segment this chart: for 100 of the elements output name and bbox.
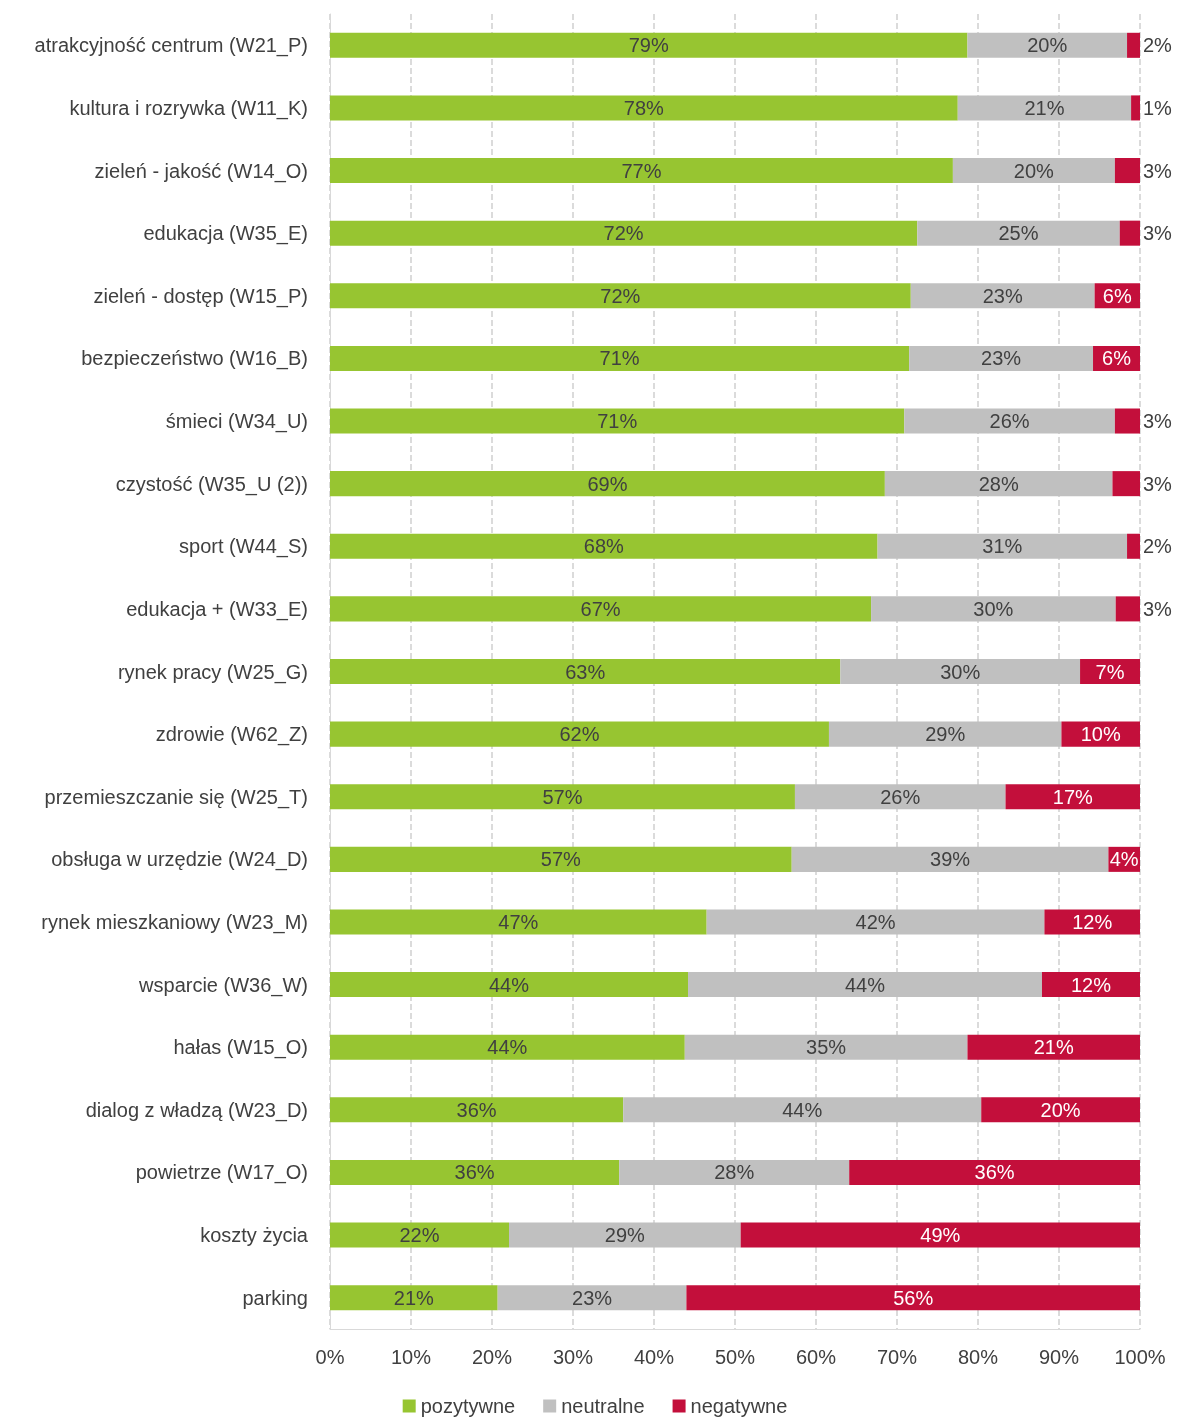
y-tick-label: atrakcyjność centrum (W21_P) <box>34 34 308 58</box>
bar <box>509 1222 741 1248</box>
y-tick-label: bezpieczeństwo (W16_B) <box>81 347 308 371</box>
y-tick-label: zieleń - dostęp (W15_P) <box>93 284 308 308</box>
bar <box>330 533 878 559</box>
x-tick-label: 100% <box>1114 1346 1166 1368</box>
y-tick-label: sport (W44_S) <box>179 535 308 559</box>
data-label: 28% <box>714 1161 755 1184</box>
data-label: 77% <box>621 159 662 182</box>
bar <box>967 32 1128 58</box>
bar <box>330 972 689 998</box>
bar <box>871 596 1116 622</box>
x-tick-label: 90% <box>1038 1346 1080 1368</box>
bar <box>917 220 1120 246</box>
bar <box>330 345 910 371</box>
bar <box>910 283 1095 309</box>
bar <box>877 533 1128 559</box>
bar <box>740 1222 1140 1248</box>
bar <box>840 658 1081 685</box>
legend-label: neutralne <box>561 1395 645 1417</box>
data-label: 63% <box>565 660 606 683</box>
bar <box>1114 408 1140 434</box>
data-label: 2% <box>1143 34 1173 57</box>
bar <box>849 1159 1140 1185</box>
data-label: 49% <box>920 1224 961 1247</box>
y-tick-label: rynek mieszkaniowy (W23_M) <box>41 910 308 934</box>
bar <box>623 1097 982 1123</box>
data-label: 35% <box>806 1036 847 1059</box>
bar <box>1131 95 1140 121</box>
bar <box>686 1285 1140 1311</box>
bar <box>1112 471 1140 497</box>
bar <box>909 345 1094 371</box>
data-label: 30% <box>973 597 1014 620</box>
y-tick-label: dialog z władzą (W23_D) <box>85 1098 308 1122</box>
y-tick-label: koszty życia <box>200 1224 309 1247</box>
data-label: 4% <box>1109 848 1139 871</box>
data-label: 71% <box>597 410 638 433</box>
bar <box>330 658 841 685</box>
data-label: 36% <box>454 1161 495 1184</box>
data-label: 12% <box>1072 910 1113 933</box>
bar <box>330 1285 498 1311</box>
y-tick-label: parking <box>242 1286 308 1309</box>
bar <box>330 408 905 434</box>
data-label: 78% <box>623 96 665 119</box>
y-tick-label: edukacja (W35_E) <box>143 222 308 246</box>
x-tick-label: 0% <box>315 1346 345 1368</box>
data-label: 26% <box>989 410 1030 433</box>
bar <box>706 909 1045 935</box>
y-tick-label: rynek pracy (W25_G) <box>117 660 308 684</box>
y-tick-label: zdrowie (W62_Z) <box>155 723 308 747</box>
y-tick-label: zieleń - jakość (W14_O) <box>94 159 308 183</box>
data-label: 72% <box>603 222 644 245</box>
data-label: 44% <box>488 973 530 996</box>
bar <box>330 32 968 58</box>
bar <box>967 1034 1140 1060</box>
bar <box>828 721 1062 747</box>
data-label: 69% <box>587 472 628 495</box>
data-label: 28% <box>978 472 1019 495</box>
y-tick-label: śmieci (W34_U) <box>165 410 308 434</box>
data-label: 31% <box>982 535 1023 558</box>
data-label: 62% <box>559 723 600 746</box>
data-label: 67% <box>580 597 621 620</box>
bar <box>330 596 872 622</box>
data-label: 44% <box>844 973 886 996</box>
data-label: 3% <box>1143 159 1173 182</box>
bar <box>952 158 1115 184</box>
y-tick-label: obsługa w urzędzie (W24_D) <box>51 848 308 872</box>
bar <box>330 1097 624 1123</box>
bar <box>684 1034 968 1060</box>
bar <box>1119 220 1140 246</box>
data-label: 44% <box>487 1036 528 1059</box>
legend-label: negatywne <box>690 1395 788 1417</box>
bar <box>957 95 1132 121</box>
data-label: 21% <box>1024 96 1065 119</box>
bar <box>1044 909 1140 935</box>
data-label: 68% <box>583 535 625 558</box>
data-label: 44% <box>782 1098 823 1121</box>
data-label: 29% <box>925 723 966 746</box>
data-label: 25% <box>998 222 1039 245</box>
data-label: 57% <box>542 785 583 808</box>
data-label: 21% <box>1033 1036 1074 1059</box>
data-label: 36% <box>456 1098 497 1121</box>
data-label: 56% <box>893 1286 934 1309</box>
legend-label: pozytywne <box>420 1395 516 1417</box>
x-tick-label: 50% <box>714 1346 756 1368</box>
y-tick-label: hałas (W15_O) <box>173 1036 308 1060</box>
data-label: 42% <box>855 910 896 933</box>
data-label: 20% <box>1040 1098 1081 1121</box>
bar <box>330 1034 685 1060</box>
data-label: 12% <box>1070 973 1112 996</box>
y-tick-label: edukacja + (W33_E) <box>126 597 308 621</box>
data-label: 21% <box>393 1286 435 1309</box>
data-label: 39% <box>930 848 971 871</box>
data-label: 72% <box>600 284 641 307</box>
y-tick-label: powietrze (W17_O) <box>135 1161 308 1185</box>
x-tick-label: 40% <box>633 1346 675 1368</box>
data-label: 57% <box>540 848 582 871</box>
x-tick-label: 10% <box>390 1346 432 1368</box>
bar <box>1114 158 1140 184</box>
bar <box>330 721 829 747</box>
